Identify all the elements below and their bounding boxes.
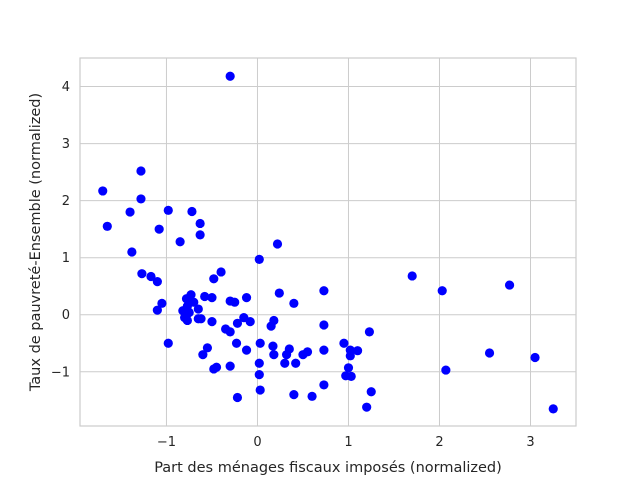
scatter-point xyxy=(272,239,283,249)
x-axis-label: Part des ménages fiscaux imposés (normal… xyxy=(154,460,502,476)
scatter-point xyxy=(98,186,108,196)
scatter-point xyxy=(254,370,264,380)
scatter-point xyxy=(207,293,217,303)
scatter-point xyxy=(202,343,213,353)
scatter-point xyxy=(152,277,162,287)
scatter-point xyxy=(241,345,252,355)
scatter-point xyxy=(231,338,242,348)
y-tick-label: 4 xyxy=(62,80,70,95)
scatter-point xyxy=(407,271,417,281)
scatter-point xyxy=(193,314,203,324)
y-tick-label: 3 xyxy=(62,137,70,152)
scatter-point xyxy=(268,341,278,351)
scatter-point xyxy=(255,338,265,348)
scatter-point xyxy=(198,350,208,360)
scatter-point xyxy=(157,298,167,308)
scatter-point xyxy=(319,380,329,390)
scatter-point xyxy=(232,318,243,328)
scatter-point xyxy=(319,320,329,330)
scatter-point xyxy=(127,247,137,257)
grid xyxy=(80,58,576,426)
plot-frame xyxy=(79,57,577,427)
x-tick-label: 3 xyxy=(526,435,534,450)
scatter-point xyxy=(437,286,447,296)
scatter-point xyxy=(254,358,264,368)
scatter-point xyxy=(163,338,173,348)
x-tick-label: −1 xyxy=(157,435,176,450)
scatter-point xyxy=(319,286,329,296)
scatter-point xyxy=(269,350,279,360)
scatter-point xyxy=(225,327,235,337)
scatter-point xyxy=(209,274,219,284)
scatter-point xyxy=(345,351,355,361)
x-tick-label: 1 xyxy=(344,435,352,450)
scatter-point xyxy=(216,267,226,277)
scatter-point xyxy=(182,315,192,326)
y-axis-label: Taux de pauvreté-Ensemble (normalized) xyxy=(28,93,44,392)
scatter-point xyxy=(352,346,363,356)
scatter-point xyxy=(163,205,173,215)
scatter-point xyxy=(441,365,451,375)
x-tick-label: 2 xyxy=(435,435,443,450)
scatter-point xyxy=(307,391,317,401)
scatter-point xyxy=(280,358,290,368)
scatter-point xyxy=(175,237,185,247)
scatter-point xyxy=(269,315,279,326)
scatter-point xyxy=(136,194,146,204)
scatter-point xyxy=(343,363,354,373)
scatter-point xyxy=(364,327,375,337)
scatter-point xyxy=(102,221,112,231)
scatter-point xyxy=(207,316,217,327)
scatter-point xyxy=(245,316,255,327)
scatter-point xyxy=(484,348,495,358)
scatter-point xyxy=(254,254,264,265)
data-points xyxy=(98,71,558,414)
scatter-point xyxy=(195,230,205,240)
scatter-point xyxy=(232,392,243,403)
y-tick-label: 1 xyxy=(62,251,70,266)
scatter-point xyxy=(230,297,240,307)
scatter-point xyxy=(548,404,558,414)
tick-labels: −1 0 1 2 3 −1 0 1 2 3 4 xyxy=(51,80,535,450)
scatter-point xyxy=(193,304,203,314)
scatter-point xyxy=(211,362,222,372)
y-tick-label: 2 xyxy=(62,194,70,209)
scatter-point xyxy=(125,207,135,217)
scatter-point xyxy=(195,218,205,229)
scatter-point xyxy=(284,344,294,354)
scatter-point xyxy=(255,385,265,395)
scatter-point xyxy=(186,290,196,300)
scatter-point xyxy=(346,371,356,381)
scatter-point xyxy=(366,387,376,397)
scatter-point xyxy=(504,280,515,290)
scatter-point xyxy=(154,224,164,234)
scatter-point xyxy=(289,390,299,400)
scatter-point xyxy=(289,298,299,308)
scatter-point xyxy=(339,338,349,348)
scatter-point xyxy=(274,288,284,298)
scatter-point xyxy=(302,347,313,357)
scatter-point xyxy=(362,402,372,412)
scatter-point xyxy=(137,269,147,279)
scatter-point xyxy=(136,166,146,176)
scatter-point xyxy=(241,293,252,303)
scatter-point xyxy=(319,345,329,355)
y-tick-label: −1 xyxy=(51,365,70,380)
y-tick-label: 0 xyxy=(62,308,70,323)
scatter-point xyxy=(187,206,197,217)
scatter-point xyxy=(225,71,235,81)
scatter-point xyxy=(530,352,540,363)
scatter-point xyxy=(225,361,235,371)
x-tick-label: 0 xyxy=(253,435,261,450)
scatter-point xyxy=(146,271,156,282)
scatter-point xyxy=(152,305,162,315)
scatter-point xyxy=(291,358,301,368)
scatter-point xyxy=(200,291,210,302)
